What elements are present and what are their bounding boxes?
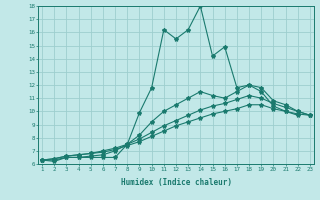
X-axis label: Humidex (Indice chaleur): Humidex (Indice chaleur) — [121, 178, 231, 187]
